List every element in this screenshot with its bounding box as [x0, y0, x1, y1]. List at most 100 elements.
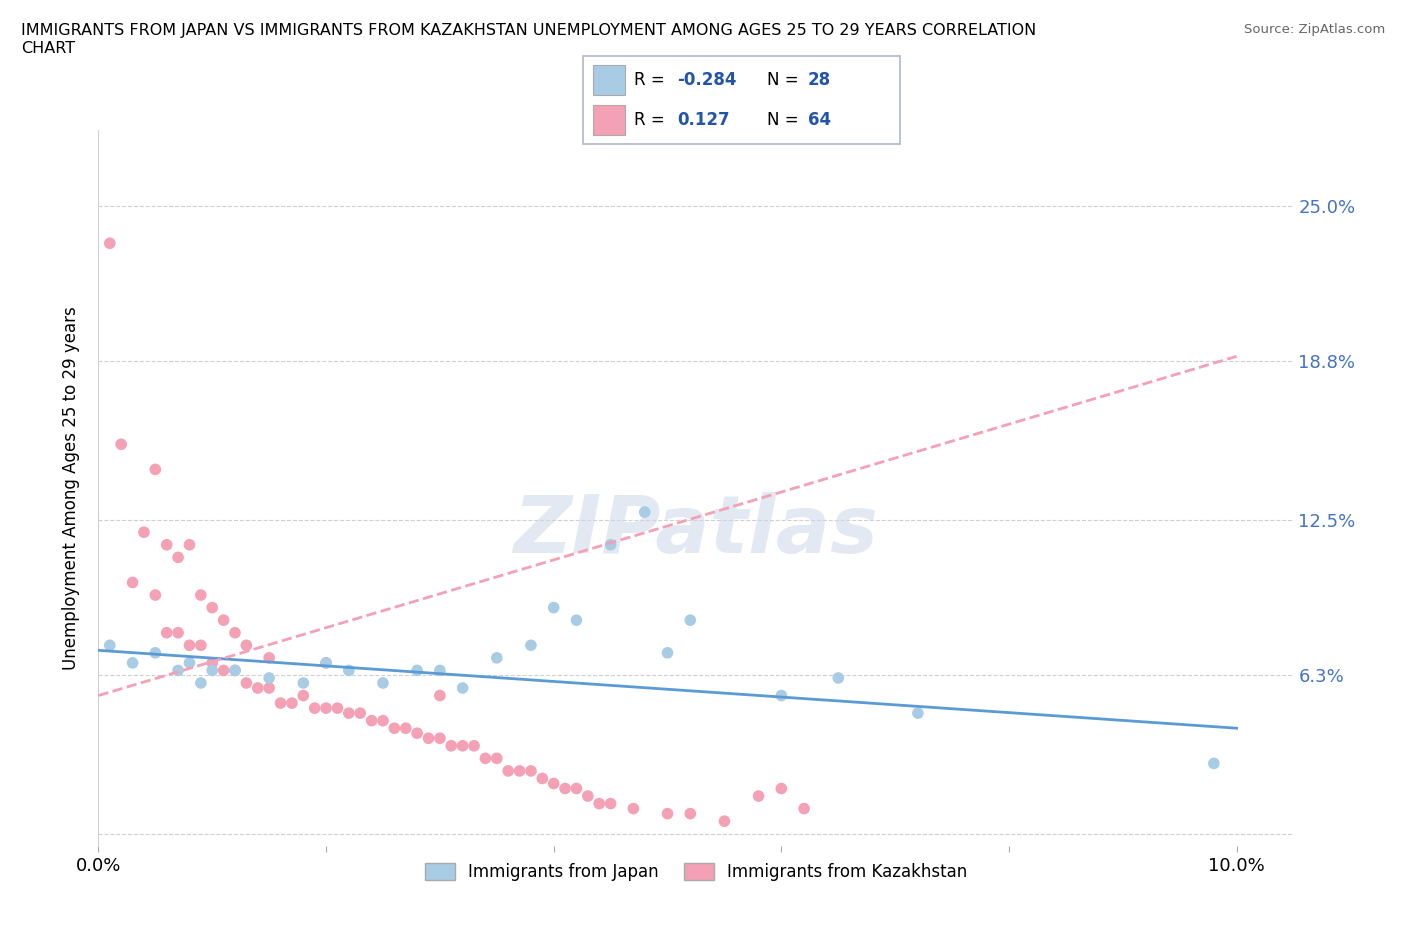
Point	[371, 713, 394, 728]
Point	[179, 538, 201, 552]
Text: 0.127: 0.127	[676, 112, 730, 129]
Point	[371, 675, 394, 690]
Point	[315, 700, 337, 715]
Point	[190, 588, 212, 603]
Point	[520, 638, 543, 653]
Point	[543, 776, 565, 790]
Point	[224, 663, 246, 678]
Point	[315, 656, 337, 671]
Point	[235, 638, 257, 653]
Point	[565, 781, 588, 796]
Point	[292, 688, 315, 703]
Y-axis label: Unemployment Among Ages 25 to 29 years: Unemployment Among Ages 25 to 29 years	[62, 306, 80, 671]
Point	[474, 751, 496, 765]
Point	[634, 505, 657, 520]
Point	[485, 650, 508, 665]
Legend: Immigrants from Japan, Immigrants from Kazakhstan: Immigrants from Japan, Immigrants from K…	[418, 857, 974, 888]
Text: 64: 64	[808, 112, 831, 129]
Point	[212, 613, 235, 628]
Point	[167, 625, 190, 640]
Point	[98, 638, 121, 653]
Point	[132, 525, 155, 539]
Point	[326, 700, 349, 715]
Point	[509, 764, 531, 778]
Point	[748, 789, 770, 804]
Text: 28: 28	[808, 71, 831, 88]
Point	[657, 645, 679, 660]
Point	[463, 738, 485, 753]
Point	[337, 663, 360, 678]
Point	[224, 663, 246, 678]
Text: ZIPatlas: ZIPatlas	[513, 492, 879, 570]
Point	[565, 613, 588, 628]
Point	[713, 814, 735, 829]
Point	[679, 806, 702, 821]
FancyBboxPatch shape	[593, 105, 624, 136]
Point	[257, 650, 280, 665]
Point	[121, 575, 143, 590]
Point	[770, 688, 793, 703]
Point	[281, 696, 304, 711]
Point	[246, 681, 269, 696]
Point	[235, 675, 257, 690]
Point	[349, 706, 371, 721]
Point	[395, 721, 418, 736]
Point	[156, 625, 179, 640]
Point	[657, 806, 679, 821]
Point	[429, 688, 451, 703]
Point	[576, 789, 599, 804]
Point	[156, 538, 179, 552]
Text: R =: R =	[634, 112, 675, 129]
Point	[496, 764, 519, 778]
Point	[554, 781, 576, 796]
Point	[257, 671, 280, 685]
Point	[270, 696, 292, 711]
Point	[599, 796, 621, 811]
Point	[257, 681, 280, 696]
Point	[179, 656, 201, 671]
Point	[292, 675, 315, 690]
Point	[98, 236, 121, 251]
Point	[190, 638, 212, 653]
Point	[531, 771, 554, 786]
Point	[485, 751, 508, 765]
Text: N =: N =	[768, 112, 804, 129]
Point	[599, 538, 621, 552]
Point	[406, 663, 429, 678]
Point	[382, 721, 405, 736]
Text: R =: R =	[634, 71, 671, 88]
Point	[201, 656, 224, 671]
Point	[360, 713, 382, 728]
FancyBboxPatch shape	[593, 65, 624, 95]
Point	[110, 437, 132, 452]
Point	[418, 731, 440, 746]
Point	[406, 725, 429, 740]
Point	[907, 706, 929, 721]
Point	[201, 663, 224, 678]
Text: Source: ZipAtlas.com: Source: ZipAtlas.com	[1244, 23, 1385, 36]
Point	[121, 656, 143, 671]
Point	[1202, 756, 1225, 771]
Point	[451, 681, 474, 696]
Text: N =: N =	[768, 71, 804, 88]
Point	[520, 764, 543, 778]
Point	[212, 663, 235, 678]
Point	[770, 781, 793, 796]
Point	[588, 796, 610, 811]
Point	[337, 706, 360, 721]
Point	[429, 663, 451, 678]
Point	[621, 801, 644, 816]
Point	[190, 675, 212, 690]
FancyBboxPatch shape	[583, 56, 900, 144]
Point	[304, 700, 326, 715]
Text: IMMIGRANTS FROM JAPAN VS IMMIGRANTS FROM KAZAKHSTAN UNEMPLOYMENT AMONG AGES 25 T: IMMIGRANTS FROM JAPAN VS IMMIGRANTS FROM…	[21, 23, 1036, 56]
Point	[429, 731, 451, 746]
Point	[440, 738, 463, 753]
Text: -0.284: -0.284	[676, 71, 737, 88]
Point	[143, 462, 166, 477]
Point	[827, 671, 849, 685]
Point	[679, 613, 702, 628]
Point	[224, 625, 246, 640]
Point	[167, 663, 190, 678]
Point	[543, 600, 565, 615]
